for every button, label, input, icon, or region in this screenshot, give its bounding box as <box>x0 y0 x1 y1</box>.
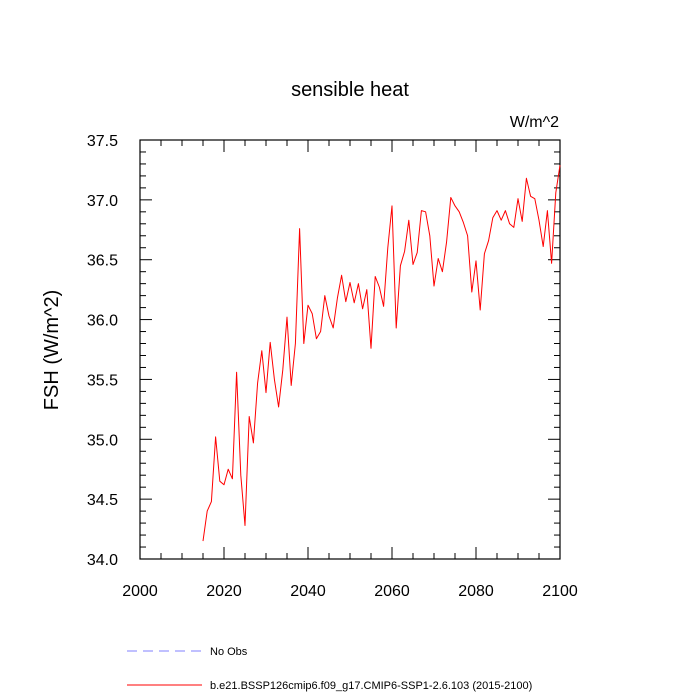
axis-ticks <box>139 139 561 560</box>
x-tick-label: 2100 <box>542 583 578 600</box>
y-tick-label: 35.0 <box>87 432 118 449</box>
units-label: W/m^2 <box>510 114 559 131</box>
series-group <box>202 165 561 542</box>
y-tick-label: 35.5 <box>87 372 118 389</box>
legend-label-no-obs: No Obs <box>210 646 248 658</box>
y-tick-label: 34.0 <box>87 552 118 569</box>
x-tick-label: 2060 <box>374 583 410 600</box>
x-tick-label: 2000 <box>122 583 158 600</box>
plot-frame <box>139 139 561 560</box>
y-tick-label: 34.5 <box>87 492 118 509</box>
y-tick-label: 37.5 <box>87 133 118 150</box>
x-tick-label: 2020 <box>206 583 242 600</box>
legend-label-model: b.e21.BSSP126cmip6.f09_g17.CMIP6-SSP1-2.… <box>210 680 532 692</box>
legend: No Obs b.e21.BSSP126cmip6.f09_g17.CMIP6-… <box>127 646 532 692</box>
y-tick-label: 37.0 <box>87 193 118 210</box>
y-axis-label: FSH (W/m^2) <box>41 290 63 410</box>
x-tick-label: 2080 <box>458 583 494 600</box>
chart-title: sensible heat <box>291 79 409 101</box>
y-tick-label: 36.0 <box>87 313 118 330</box>
series-line-0 <box>202 165 561 542</box>
x-tick-label: 2040 <box>290 583 326 600</box>
axis-tick-labels: 2000 2020 2040 2060 2080 2100 34.0 34.5 35.0 35.5… <box>87 133 578 600</box>
y-tick-label: 36.5 <box>87 253 118 270</box>
